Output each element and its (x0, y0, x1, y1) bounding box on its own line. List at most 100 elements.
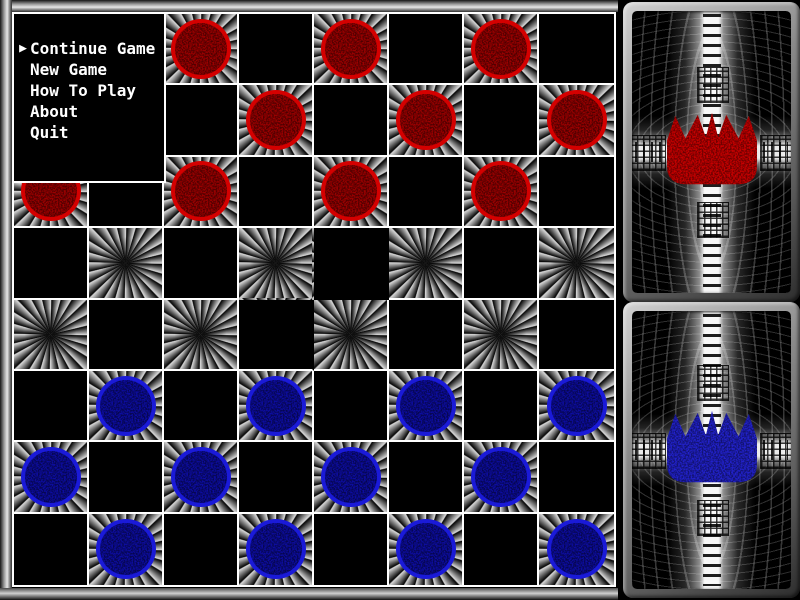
red-checker-piece[interactable] (170, 18, 232, 80)
menu-item-about[interactable]: About (14, 101, 164, 122)
board-square-r3c3[interactable] (239, 228, 314, 299)
board-square-r5c5[interactable] (389, 370, 464, 443)
board-square-r4c6[interactable] (464, 299, 539, 371)
blue-checker-piece[interactable] (245, 518, 307, 580)
red-checker-piece[interactable] (170, 160, 232, 222)
board-square-r4c4[interactable] (314, 299, 389, 371)
board-square-r1c4[interactable] (314, 85, 389, 157)
board-square-r1c2[interactable] (164, 85, 239, 157)
blue-checker-piece[interactable] (320, 446, 382, 508)
board-square-r4c3[interactable] (239, 299, 314, 371)
red-checker-piece[interactable] (395, 89, 457, 151)
blue-checker-piece[interactable] (95, 375, 157, 437)
lattice-mark (632, 135, 666, 171)
board-square-r2c7[interactable] (539, 156, 614, 229)
board-square-r0c3[interactable] (239, 14, 314, 86)
board-square-r5c2[interactable] (164, 370, 239, 443)
blue-checker-piece[interactable] (395, 375, 457, 437)
red-checker-piece[interactable] (546, 89, 608, 151)
board-square-r7c7[interactable] (539, 513, 614, 585)
board-square-r7c1[interactable] (89, 513, 164, 585)
board-square-r0c6[interactable] (464, 14, 539, 86)
lattice-mark (759, 135, 791, 171)
board-square-r6c3[interactable] (239, 442, 314, 514)
blue-checker-piece[interactable] (395, 518, 457, 580)
board-square-r7c5[interactable] (389, 513, 464, 585)
board-square-r5c3[interactable] (239, 370, 314, 443)
board-square-r6c5[interactable] (389, 442, 464, 514)
menu-item-label: How To Play (30, 81, 136, 100)
board-square-r5c7[interactable] (539, 370, 614, 443)
board-square-r4c1[interactable] (89, 299, 164, 371)
menu-item-label: Quit (30, 123, 69, 142)
board-square-r5c6[interactable] (464, 370, 539, 443)
board-square-r0c5[interactable] (389, 14, 464, 86)
red-checker-piece[interactable] (320, 160, 382, 222)
red-panel-background (632, 11, 791, 293)
board-square-r6c0[interactable] (14, 442, 89, 514)
board-square-r2c6[interactable] (464, 156, 539, 229)
menu-item-label: About (30, 102, 79, 121)
blue-checker-piece[interactable] (546, 518, 608, 580)
board-square-r1c7[interactable] (539, 85, 614, 157)
blue-checker-piece[interactable] (546, 375, 608, 437)
lattice-mark (696, 500, 729, 536)
game-menu: ▶ Continue Game New Game How To Play About Qu… (14, 14, 166, 183)
board-square-r5c1[interactable] (89, 370, 164, 443)
board-square-r2c4[interactable] (314, 156, 389, 229)
board-square-r3c6[interactable] (464, 228, 539, 300)
blue-checker-piece[interactable] (470, 446, 532, 508)
board-square-r4c0[interactable] (14, 299, 89, 371)
board-square-r1c5[interactable] (389, 85, 464, 157)
menu-item-how-to-play[interactable]: How To Play (14, 80, 164, 101)
board-square-r7c3[interactable] (239, 513, 314, 585)
board-square-r2c2[interactable] (164, 156, 239, 229)
board-square-r3c2[interactable] (164, 228, 239, 300)
red-checker-piece[interactable] (245, 89, 307, 151)
board-square-r3c5[interactable] (389, 228, 464, 300)
lattice-mark (696, 365, 729, 401)
menu-item-continue-game[interactable]: ▶ Continue Game (14, 38, 164, 59)
board-square-r7c6[interactable] (464, 513, 539, 585)
board-square-r2c5[interactable] (389, 156, 464, 229)
board-square-r4c2[interactable] (164, 299, 239, 371)
menu-item-new-game[interactable]: New Game (14, 59, 164, 80)
red-checker-piece[interactable] (470, 160, 532, 222)
board-square-r5c4[interactable] (314, 370, 389, 443)
blue-player-panel (623, 302, 800, 598)
board-square-r1c6[interactable] (464, 85, 539, 157)
menu-item-quit[interactable]: Quit (14, 122, 164, 143)
board-square-r1c3[interactable] (239, 85, 314, 157)
board-square-r6c1[interactable] (89, 442, 164, 514)
board-square-r4c7[interactable] (539, 299, 614, 371)
board-square-r2c3[interactable] (239, 156, 314, 229)
lattice-mark (759, 433, 791, 469)
board-square-r3c0[interactable] (14, 228, 89, 300)
board-square-r3c4[interactable] (314, 228, 389, 300)
board-square-r3c1[interactable] (89, 228, 164, 300)
menu-item-label: Continue Game (30, 39, 156, 58)
board-square-r5c0[interactable] (14, 370, 89, 443)
board-square-r6c7[interactable] (539, 442, 614, 514)
board-square-r4c5[interactable] (389, 299, 464, 371)
board-square-r6c2[interactable] (164, 442, 239, 514)
board-square-r7c4[interactable] (314, 513, 389, 585)
red-checker-piece[interactable] (470, 18, 532, 80)
board-square-r6c6[interactable] (464, 442, 539, 514)
board-square-r0c2[interactable] (164, 14, 239, 86)
board-square-r7c0[interactable] (14, 513, 89, 585)
red-checker-piece[interactable] (320, 18, 382, 80)
board-square-r0c4[interactable] (314, 14, 389, 86)
blue-checker-piece[interactable] (245, 375, 307, 437)
board-square-r0c7[interactable] (539, 14, 614, 86)
menu-cursor-icon: ▶ (19, 41, 27, 56)
blue-checker-piece[interactable] (170, 446, 232, 508)
board-square-r7c2[interactable] (164, 513, 239, 585)
board-square-r6c4[interactable] (314, 442, 389, 514)
window-frame-bottom (0, 588, 618, 600)
blue-checker-piece[interactable] (20, 446, 82, 508)
blue-checker-piece[interactable] (95, 518, 157, 580)
blue-crown-icon (666, 410, 757, 483)
board-square-r3c7[interactable] (539, 228, 614, 300)
window-frame-left (0, 0, 12, 600)
